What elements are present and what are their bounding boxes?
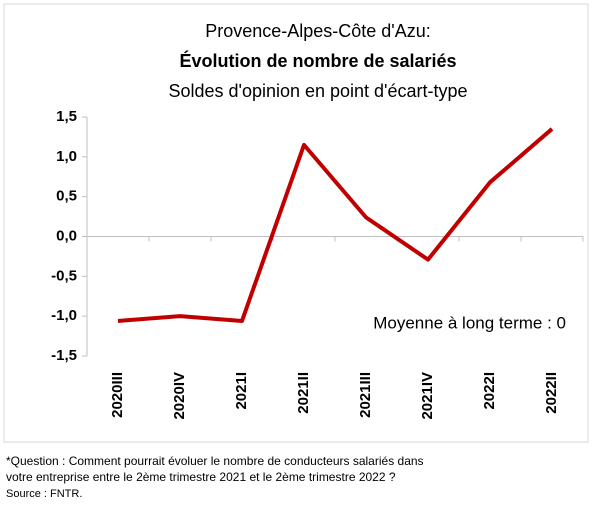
annotation: Moyenne à long terme : 0: [373, 313, 566, 332]
x-tick-label: 2021IV: [419, 372, 436, 420]
y-tick-label: 1,5: [56, 108, 77, 125]
data-line: [117, 127, 554, 323]
x-tick-label: 2022I: [481, 372, 498, 410]
y-tick-label: -0,5: [51, 267, 77, 284]
footnote: *Question : Comment pourrait évoluer le …: [6, 454, 424, 468]
y-tick-label: 0,0: [56, 227, 77, 244]
footnote: votre entreprise entre le 2ème trimestre…: [6, 470, 396, 484]
x-tick-label: 2021II: [295, 372, 312, 414]
chart-subtitle-bold: Évolution de nombre de salariés: [179, 50, 456, 71]
y-tick-label: 1,0: [56, 148, 77, 165]
y-tick-label: -1,0: [51, 307, 77, 324]
y-tick-label: -1,5: [51, 347, 77, 364]
x-tick-label: 2021I: [233, 372, 250, 410]
chart-title: Provence-Alpes-Côte d'Azu:: [205, 21, 431, 41]
chart-border: [3, 3, 589, 443]
x-tick-label: 2022II: [543, 372, 560, 414]
x-tick-label: 2020III: [109, 372, 126, 418]
source: Source : FNTR.: [6, 488, 82, 500]
x-tick-label: 2020IV: [171, 372, 188, 420]
y-tick-label: 0,5: [56, 188, 77, 205]
chart-subtitle: Soldes d'opinion en point d'écart-type: [168, 81, 467, 101]
x-tick-label: 2021III: [357, 372, 374, 418]
